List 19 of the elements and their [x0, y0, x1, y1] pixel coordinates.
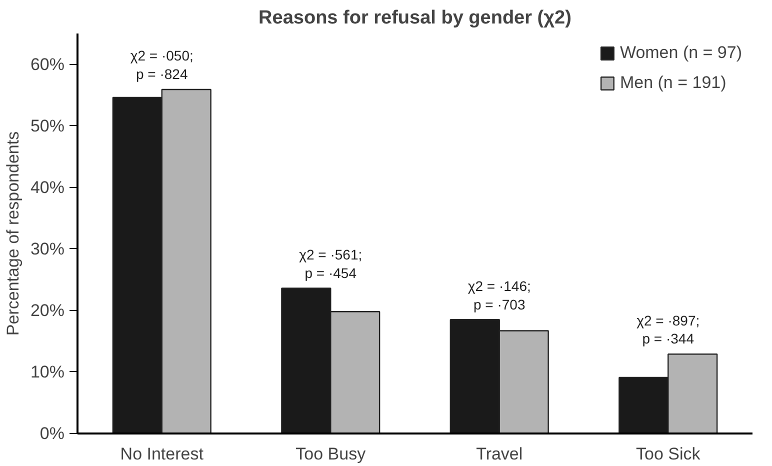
annotation: χ2 = ·561; p = ·454 — [299, 246, 362, 281]
y-tick-label: 20% — [30, 300, 65, 320]
y-tick-label: 0% — [40, 424, 65, 443]
chart-title: Reasons for refusal by gender (χ2) — [258, 8, 572, 28]
x-tick-label: Too Sick — [636, 444, 701, 464]
annotation: χ2 = ·050; p = ·824 — [130, 48, 194, 82]
annotation: χ2 = ·146; p = ·703 — [468, 278, 531, 312]
legend-label: Men (n = 191) — [620, 73, 726, 93]
annotation: χ2 = ·897; p = ·344 — [636, 312, 700, 347]
y-axis-title: Percentage of respondents — [3, 131, 22, 336]
y-tick-label: 10% — [30, 362, 65, 382]
y-tick-label: 50% — [30, 116, 65, 136]
x-tick-label: Travel — [476, 444, 523, 464]
x-tick-label: No Interest — [120, 444, 204, 464]
y-tick-label: 40% — [30, 178, 65, 197]
y-tick-label: 30% — [30, 239, 65, 258]
legend-label: Women (n = 97) — [620, 43, 742, 63]
y-tick-label: 60% — [30, 54, 65, 74]
x-tick-label: Too Busy — [296, 444, 366, 464]
